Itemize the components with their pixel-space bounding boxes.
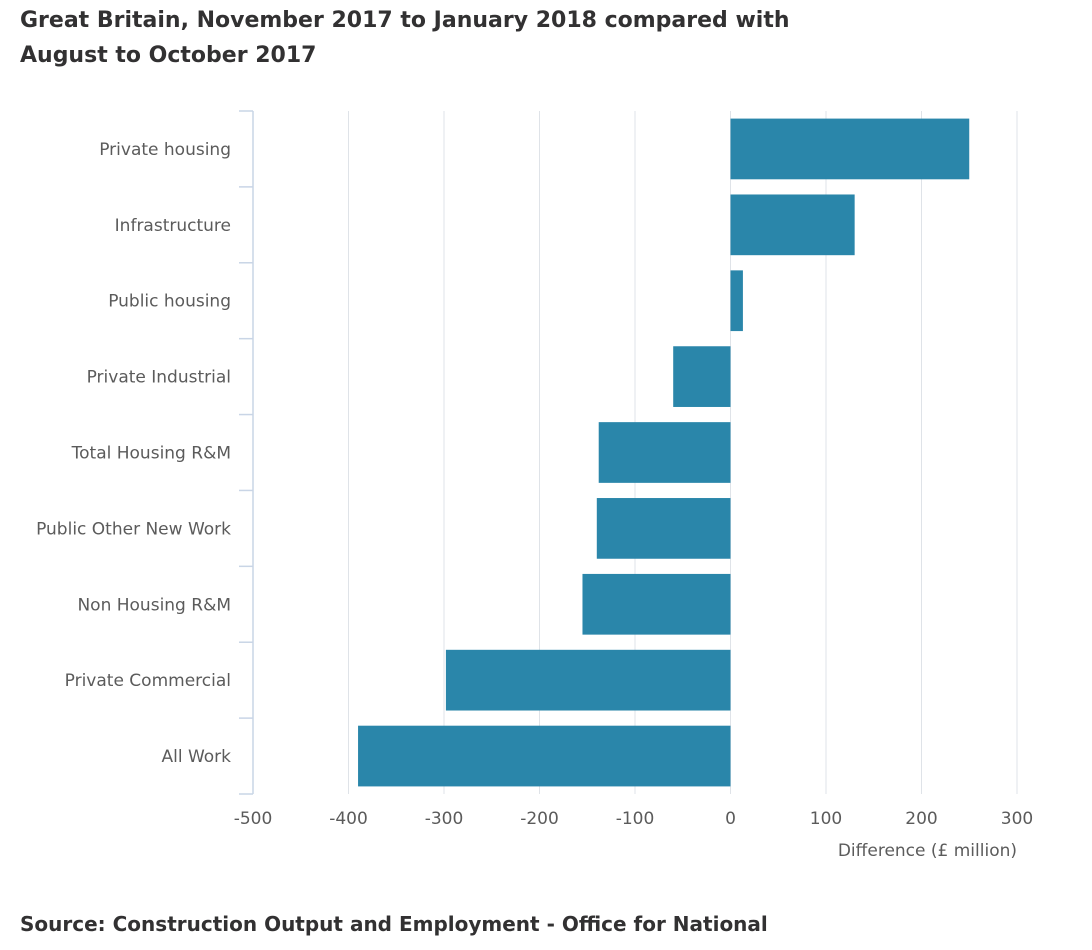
bar <box>596 498 731 559</box>
bar <box>673 346 731 407</box>
category-label: All Work <box>161 747 231 767</box>
category-label: Private Commercial <box>65 671 231 691</box>
category-label: Private Industrial <box>87 368 231 388</box>
category-label: Private housing <box>99 140 231 160</box>
bar <box>445 649 731 711</box>
bar <box>730 194 855 256</box>
category-label: Infrastructure <box>115 216 231 236</box>
x-tick-label: 0 <box>725 809 736 829</box>
x-tick-label: -300 <box>425 809 464 829</box>
chart-title-line-1: Great Britain, November 2017 to January … <box>20 8 790 33</box>
x-tick-label: -200 <box>520 809 559 829</box>
category-label: Total Housing R&M <box>71 444 231 464</box>
x-tick-label: -500 <box>234 809 273 829</box>
bar <box>582 573 731 635</box>
source-note: Source: Construction Output and Employme… <box>20 912 768 936</box>
x-tick-label: 100 <box>810 809 842 829</box>
x-axis-ticks: -500 -400 -300 -200 -100 0 100 200 300 <box>234 809 1034 829</box>
bar <box>598 422 731 483</box>
bars <box>358 118 970 787</box>
category-label: Non Housing R&M <box>77 595 231 615</box>
category-label: Public Other New Work <box>36 519 231 539</box>
x-axis-title: Difference (£ million) <box>838 841 1017 861</box>
x-tick-label: -100 <box>616 809 655 829</box>
chart-title-line-2: August to October 2017 <box>20 43 317 68</box>
bar <box>730 118 970 180</box>
bar <box>730 270 743 332</box>
bar <box>358 725 731 787</box>
chart-title: Great Britain, November 2017 to January … <box>20 3 1020 73</box>
x-tick-label: -400 <box>329 809 368 829</box>
y-axis: Private housing Infrastructure Public hous… <box>36 110 254 795</box>
x-tick-label: 200 <box>905 809 937 829</box>
category-label: Public housing <box>108 292 231 312</box>
x-tick-label: 300 <box>1001 809 1033 829</box>
